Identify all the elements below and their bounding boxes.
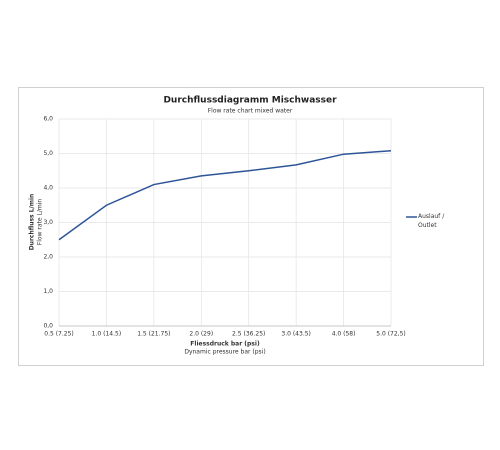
y-axis-title: Durchfluss L/min [29,194,36,251]
y-tick-label: 0,0 [43,323,53,330]
y-tick-label: 4,0 [43,185,53,192]
x-tick-label: 4.0 (58) [332,331,356,338]
y-tick-label: 3,0 [43,219,53,226]
y-tick-label: 6,0 [43,116,53,123]
chart-frame [18,87,484,366]
x-tick-label: 0.5 (7.25) [44,331,74,338]
data-line [58,149,392,241]
x-tick-label: 2.5 (36.25) [232,331,265,338]
x-tick-label: 3.0 (43.5) [281,331,311,338]
y-tick-label: 1,0 [43,288,53,295]
x-tick-label: 1.5 (21.75) [137,331,170,338]
y-axis-subtitle: Flow rate L/min [37,199,44,246]
x-tick-label: 2.0 (29) [189,331,213,338]
chart-subtitle: Flow rate chart mixed water [208,108,293,115]
x-tick-label: 1.0 (14.5) [92,331,122,338]
legend-label: Auslauf / Outlet [418,213,445,229]
x-axis-subtitle: Dynamic pressure bar (psi) [184,349,265,356]
x-axis-title: Fliessdruck bar (psi) [190,341,260,348]
chart-title: Durchflussdiagramm Mischwasser [163,96,337,106]
y-tick-label: 5,0 [43,150,53,157]
y-tick-label: 2,0 [43,254,53,261]
x-tick-label: 5.0 (72,5) [376,331,406,338]
